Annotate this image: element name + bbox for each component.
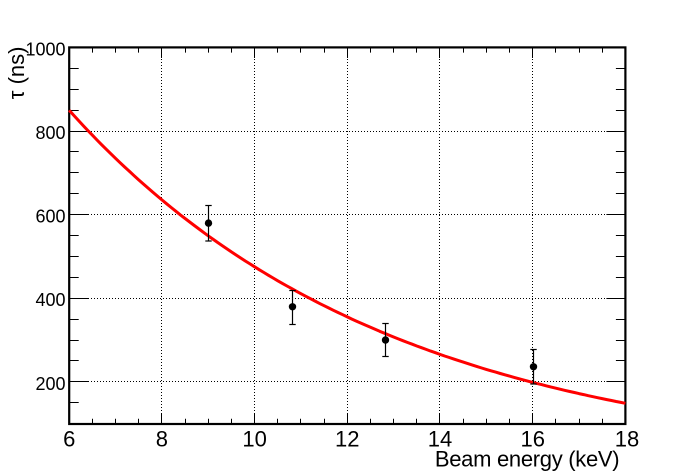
svg-text:12: 12 (335, 427, 359, 452)
svg-text:10: 10 (242, 427, 266, 452)
svg-text:18: 18 (615, 427, 639, 452)
svg-text:14: 14 (428, 427, 452, 452)
svg-text:1000: 1000 (25, 40, 65, 60)
svg-text:Beam energy (keV): Beam energy (keV) (435, 446, 619, 471)
svg-text:τ (ns): τ (ns) (4, 47, 29, 100)
svg-text:600: 600 (35, 207, 65, 227)
svg-text:16: 16 (520, 427, 544, 452)
svg-text:400: 400 (35, 290, 65, 310)
svg-text:8: 8 (156, 427, 168, 452)
svg-text:800: 800 (35, 123, 65, 143)
svg-text:200: 200 (35, 374, 65, 394)
svg-text:6: 6 (63, 427, 75, 452)
